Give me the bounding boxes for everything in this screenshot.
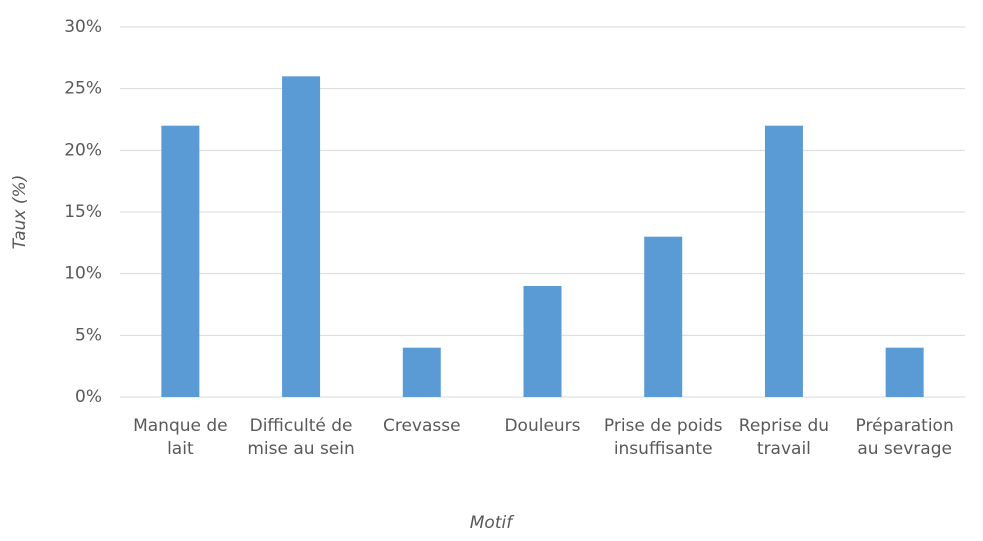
x-tick-label: Préparation au sevrage — [855, 416, 954, 459]
x-tick-label: Manque de lait — [133, 416, 228, 459]
y-tick-label: 25% — [64, 79, 102, 99]
x-tick-label: Reprise du travail — [738, 416, 830, 459]
x-tick-label: Difficulté de mise au sein — [247, 416, 355, 459]
y-tick-label: 20% — [64, 140, 102, 160]
x-tick-label: Prise de poids insuffisante — [603, 416, 723, 459]
y-axis-label: Taux (%) — [10, 175, 30, 250]
y-tick-label: 5% — [75, 325, 102, 345]
bar — [764, 125, 803, 398]
bar — [644, 236, 683, 397]
bar — [523, 286, 562, 397]
bar — [161, 125, 200, 398]
y-tick-label: 15% — [64, 202, 102, 222]
x-tick-label: Crevasse — [382, 416, 461, 436]
y-tick-label: 30% — [64, 17, 102, 37]
bar — [402, 347, 441, 397]
x-axis-label: Motif — [470, 513, 515, 533]
bar — [885, 347, 924, 397]
x-tick-label: Douleurs — [504, 416, 581, 436]
y-tick-label: 0% — [75, 387, 102, 407]
y-tick-label: 10% — [64, 264, 102, 284]
bar — [282, 76, 321, 397]
